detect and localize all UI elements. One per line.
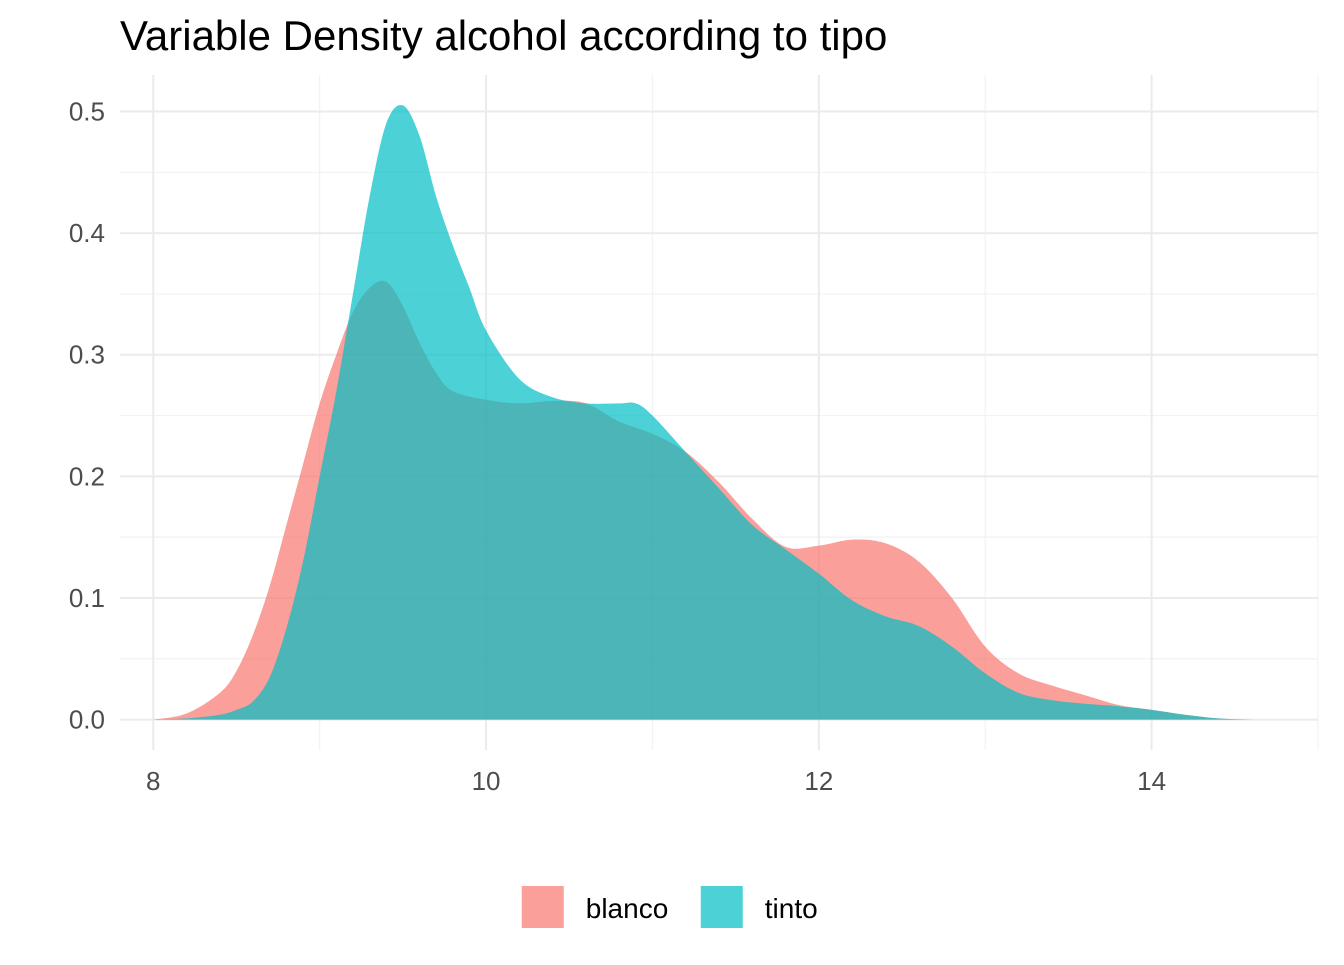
x-tick-label: 14 xyxy=(1137,766,1166,796)
density-areas xyxy=(153,104,1302,720)
legend-label-blanco: blanco xyxy=(586,893,669,924)
y-tick-label: 0.3 xyxy=(69,340,105,370)
legend: blanco tinto xyxy=(521,886,818,928)
legend-key-tinto xyxy=(700,886,743,928)
x-tick-label: 8 xyxy=(146,766,160,796)
legend-key-blanco xyxy=(521,886,564,928)
y-tick-label: 0.4 xyxy=(69,218,105,248)
x-tick-label: 12 xyxy=(804,766,833,796)
axes: 8 10 12 14 0.0 0.1 0.2 0.3 0.4 0.5 xyxy=(69,96,1166,796)
y-tick-label: 0.5 xyxy=(69,96,105,126)
x-tick-label: 10 xyxy=(472,766,501,796)
chart-title: Variable Density alcohol according to ti… xyxy=(120,12,887,59)
legend-label-tinto: tinto xyxy=(765,893,818,924)
density-area-tinto xyxy=(153,104,1302,720)
y-tick-label: 0.0 xyxy=(69,705,105,735)
y-tick-label: 0.1 xyxy=(69,583,105,613)
y-tick-label: 0.2 xyxy=(69,461,105,491)
